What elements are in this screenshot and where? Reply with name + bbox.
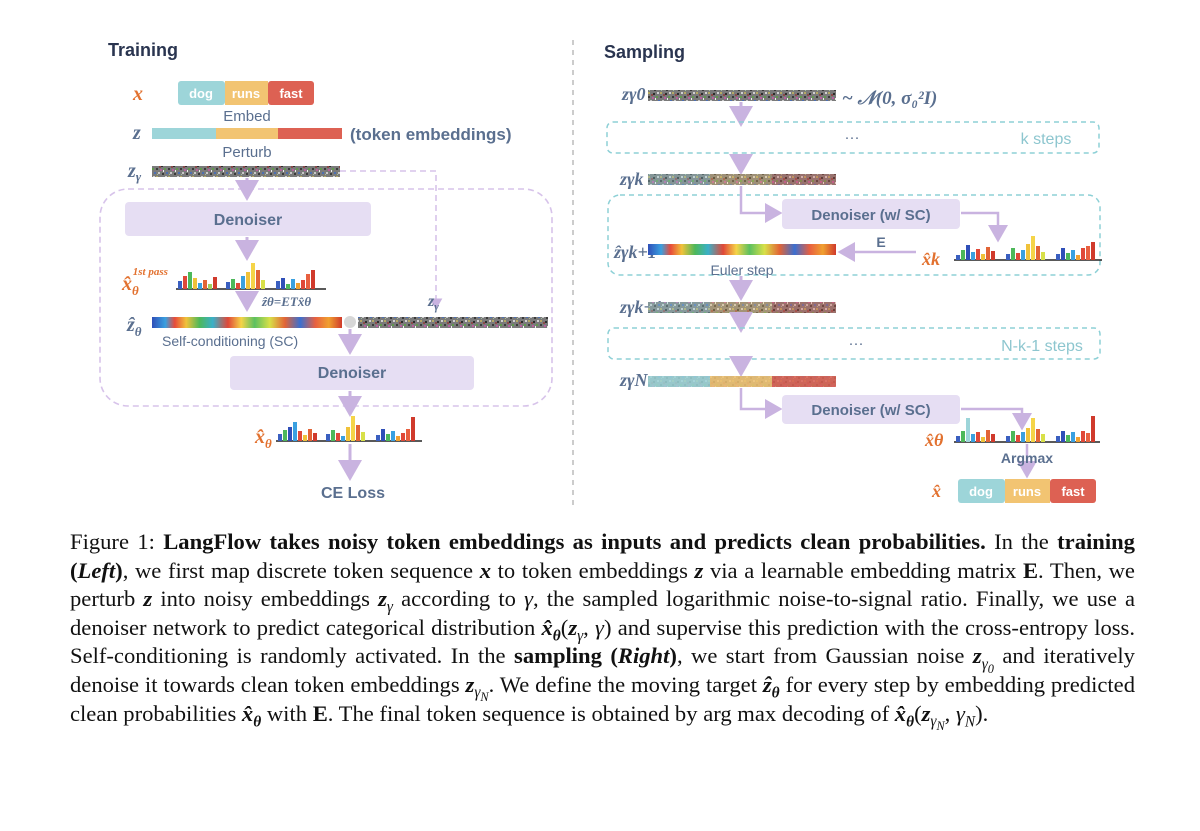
output-token-fast-chip	[1050, 479, 1096, 503]
token-embedding-bar	[152, 128, 342, 139]
k-steps-box	[606, 121, 1100, 154]
self-conditioning-container	[99, 188, 553, 407]
zgamma-right-label: zγ	[427, 293, 439, 313]
denoiser-sc-box-2	[782, 395, 960, 424]
training-title: Training	[108, 40, 178, 60]
token-fast-text: fast	[279, 86, 303, 101]
embed-label: Embed	[223, 108, 271, 125]
self-conditioning-label: Self-conditioning (SC)	[162, 333, 298, 349]
xhat-first-pass-label: x̂θ1st pass	[121, 266, 168, 298]
denoiser-box-first	[125, 202, 371, 236]
caption-bold-lead: LangFlow takes noisy token embeddings as…	[163, 529, 986, 554]
xhat-theta-output-label: x̂θ	[254, 426, 272, 451]
ce-loss-label: CE Loss	[321, 485, 385, 502]
training-input-tokens: dog runs fast	[178, 81, 314, 105]
z-gammaN-label: zγN	[619, 370, 648, 390]
concat-node	[344, 316, 356, 328]
zhat-gamma-k1-label: ẑγk+1	[613, 242, 657, 262]
output-token-fast-text: fast	[1061, 484, 1085, 499]
final-prob-bars	[954, 416, 1100, 443]
euler-step-label: Euler step	[710, 262, 773, 278]
caption-figure-label: Figure 1:	[70, 529, 155, 554]
argmax-label: Argmax	[1001, 450, 1053, 466]
n-steps-ellipsis: ···	[849, 335, 864, 352]
n-k-1-steps-box	[607, 327, 1101, 360]
xhat-k-label: x̂k	[921, 249, 940, 269]
zk-to-denoiser-arrow	[739, 186, 783, 223]
sampling-output-tokens: dog runs fast	[958, 479, 1096, 503]
n-k-1-steps-label: N-k-1 steps	[1001, 338, 1083, 355]
xk-prob-bars	[954, 236, 1102, 261]
token-embeddings-label: (token embeddings)	[350, 125, 512, 144]
xhat-final-label: x̂	[931, 481, 941, 501]
zhat-rainbow-bar-sampling	[648, 244, 836, 255]
gaussian-noise-distribution: ~ 𝒩(0, σ₀²I)	[842, 88, 937, 109]
z-gamma0-label: zγ0	[621, 84, 646, 104]
zhat-theta-label: ẑθ	[126, 314, 142, 339]
sampling-title: Sampling	[604, 42, 685, 62]
denoiser-label-first: Denoiser	[214, 212, 282, 229]
denoise-step-box	[607, 194, 1101, 276]
token-fast-chip	[268, 81, 314, 105]
noisy-embedding-bar	[152, 166, 340, 177]
figure-caption: Figure 1: LangFlow takes noisy token emb…	[70, 529, 1136, 734]
zgamma-skip-arrow	[340, 170, 443, 310]
zN-to-denoiser-arrow	[739, 388, 783, 419]
zk1-partial-noise-bar	[648, 302, 836, 313]
token-runs-chip	[225, 81, 268, 105]
xhat-theta-sampling-label: x̂θ	[924, 430, 944, 450]
zhat-equation-label: ẑθ=ETx̂θ	[261, 294, 311, 309]
initial-noise-bar	[648, 90, 836, 101]
first-pass-prob-bars	[176, 263, 326, 290]
zN-clean-embedding-bar	[648, 376, 836, 387]
perturb-label: Perturb	[222, 144, 271, 161]
zgamma-variable-label: zγ	[127, 160, 142, 184]
k-steps-ellipsis: ···	[845, 129, 860, 146]
output-token-runs-text: runs	[1013, 484, 1041, 499]
k-steps-label: k steps	[1021, 131, 1072, 148]
zgamma-noise-bar-right	[358, 317, 548, 328]
token-runs-text: runs	[232, 86, 260, 101]
denoiser-sc-box-1	[782, 199, 960, 229]
denoiser-to-xk-arrow	[961, 211, 1008, 243]
x-variable-label: x	[132, 83, 143, 105]
output-prob-bars	[276, 416, 422, 442]
zhat-rainbow-bar	[152, 317, 342, 328]
token-dog-text: dog	[189, 86, 213, 101]
denoiser-sc-label-2: Denoiser (w/ SC)	[811, 402, 930, 419]
zk-partial-noise-bar	[648, 174, 836, 185]
z-gammak-label: zγk	[619, 169, 644, 189]
denoiser-box-second	[230, 356, 474, 390]
output-token-runs-chip	[1005, 479, 1050, 503]
embedding-matrix-label: E	[876, 234, 885, 250]
denoiser-to-xtheta-arrow	[961, 407, 1032, 431]
output-token-dog-text: dog	[969, 484, 993, 499]
token-dog-chip	[178, 81, 225, 105]
denoiser-sc-label-1: Denoiser (w/ SC)	[811, 207, 930, 224]
denoiser-label-second: Denoiser	[318, 365, 386, 382]
output-token-dog-chip	[958, 479, 1005, 503]
z-variable-label: z	[132, 122, 141, 144]
figure-1-diagram: Training x dog runs fast Embed z (token …	[99, 40, 1102, 510]
